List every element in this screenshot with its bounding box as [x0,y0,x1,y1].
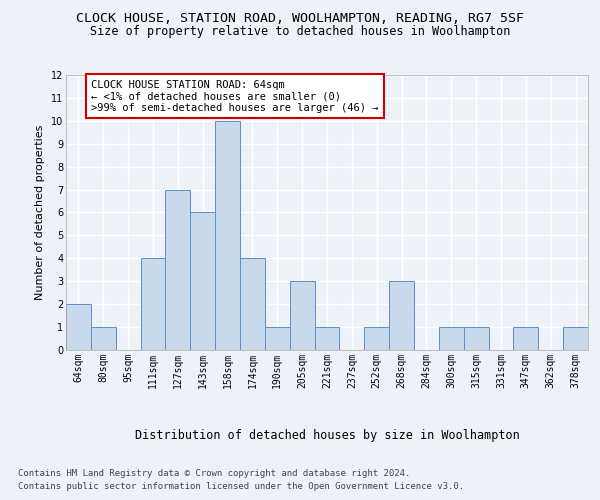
Bar [265,327,290,350]
Bar [364,327,389,350]
Bar [389,281,414,350]
Text: CLOCK HOUSE, STATION ROAD, WOOLHAMPTON, READING, RG7 5SF: CLOCK HOUSE, STATION ROAD, WOOLHAMPTON, … [76,12,524,26]
Bar [66,304,91,350]
Bar [166,190,190,350]
Text: Distribution of detached houses by size in Woolhampton: Distribution of detached houses by size … [134,430,520,442]
Bar [215,121,240,350]
Bar [140,258,166,350]
Bar [464,327,488,350]
Bar [290,281,314,350]
Bar [439,327,464,350]
Bar [240,258,265,350]
Bar [314,327,340,350]
Bar [91,327,116,350]
Bar [190,212,215,350]
Text: CLOCK HOUSE STATION ROAD: 64sqm
← <1% of detached houses are smaller (0)
>99% of: CLOCK HOUSE STATION ROAD: 64sqm ← <1% of… [91,80,379,113]
Text: Contains HM Land Registry data © Crown copyright and database right 2024.: Contains HM Land Registry data © Crown c… [18,468,410,477]
Text: Size of property relative to detached houses in Woolhampton: Size of property relative to detached ho… [90,25,510,38]
Y-axis label: Number of detached properties: Number of detached properties [35,125,45,300]
Bar [563,327,588,350]
Bar [514,327,538,350]
Text: Contains public sector information licensed under the Open Government Licence v3: Contains public sector information licen… [18,482,464,491]
